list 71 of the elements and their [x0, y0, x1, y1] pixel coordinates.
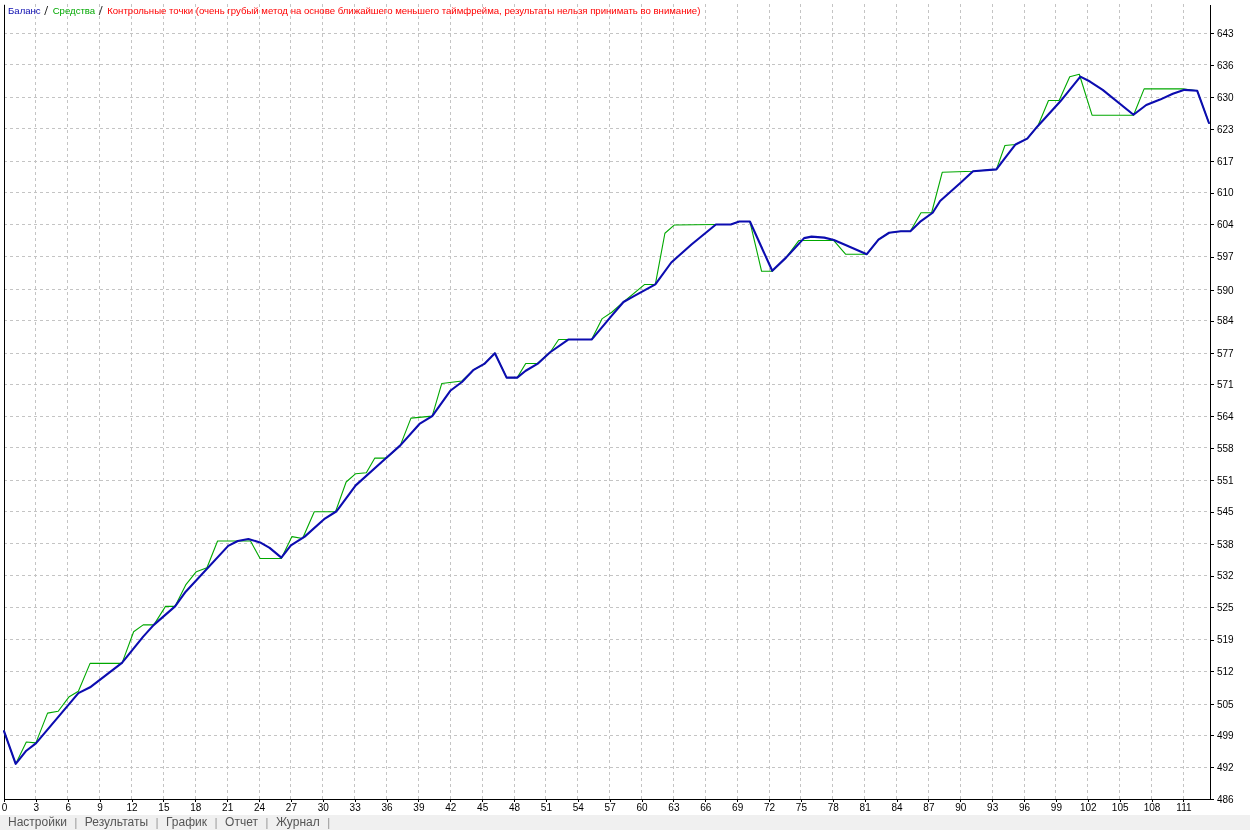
x-tick-label: 27 — [285, 802, 298, 814]
x-tick-label: 45 — [477, 802, 489, 814]
x-tick-label: 84 — [891, 802, 904, 814]
x-tick-label: 51 — [540, 802, 553, 814]
x-tick-label: 72 — [763, 802, 776, 814]
x-tick-label: 105 — [1111, 802, 1129, 814]
text: Отчет — [225, 815, 259, 829]
x-tick-label: 48 — [508, 802, 521, 814]
y-tick-label: 617 — [1217, 155, 1235, 167]
y-tick-label: 512 — [1217, 665, 1235, 677]
y-tick-label: 584 — [1217, 315, 1235, 327]
x-tick-label: 81 — [859, 802, 872, 814]
y-tick-label: 643 — [1217, 27, 1235, 39]
y-tick-label: 597 — [1217, 251, 1235, 263]
x-tick-label: 24 — [253, 802, 266, 814]
x-tick-label: 12 — [126, 802, 139, 814]
x-tick-label: 69 — [732, 802, 744, 814]
x-tick-label: 21 — [222, 802, 234, 814]
annotation: Контрольные точки (очень грубый метод на основе ближайшего меньшего таймфрейма, результаты нельзя принимать во внимание) — [107, 5, 701, 16]
y-tick-label: 636 — [1217, 59, 1235, 71]
x-tick-label: 111 — [1176, 802, 1192, 814]
x-tick-label: 75 — [795, 802, 808, 814]
y-tick-label: 532 — [1217, 570, 1235, 582]
x-tick-label: 87 — [923, 802, 935, 814]
text: Журнал — [275, 815, 320, 829]
text: Баланс — [8, 5, 41, 16]
y-tick-label: 590 — [1217, 284, 1235, 296]
x-tick-label: 54 — [572, 802, 585, 814]
y-tick-label: 538 — [1217, 538, 1235, 550]
x-tick-label: 42 — [445, 802, 457, 814]
y-tick-label: 486 — [1217, 793, 1235, 805]
y-tick-label: 571 — [1217, 379, 1235, 391]
x-tick-label: 9 — [97, 802, 104, 814]
y-tick-label: 519 — [1217, 634, 1235, 646]
x-tick-label: 33 — [349, 802, 362, 814]
y-tick-label: 545 — [1217, 506, 1235, 518]
x-tick-label: 99 — [1050, 802, 1063, 814]
x-tick-label: 102 — [1079, 802, 1098, 814]
y-tick-label: 564 — [1217, 410, 1235, 422]
x-tick-label: 15 — [158, 802, 170, 814]
y-tick-label: 577 — [1217, 347, 1235, 359]
x-tick-label: 30 — [317, 802, 330, 814]
y-tick-label: 558 — [1217, 442, 1235, 454]
text: График — [166, 815, 208, 829]
x-tick-label: 63 — [668, 802, 680, 814]
y-tick-label: 551 — [1217, 474, 1235, 486]
x-tick-label: 57 — [604, 802, 617, 814]
x-tick-label: 96 — [1018, 802, 1031, 814]
y-tick-label: 610 — [1217, 187, 1235, 199]
text: Настройки — [8, 815, 67, 829]
x-tick-label: 90 — [955, 802, 967, 814]
y-tick-label: 492 — [1217, 762, 1235, 773]
text: Результаты — [84, 815, 149, 829]
x-tick-label: 93 — [987, 802, 999, 814]
x-tick-label: 78 — [827, 802, 840, 814]
x-tick-label: 66 — [700, 802, 712, 814]
x-tick-label: 18 — [190, 802, 202, 814]
x-tick-label: 6 — [65, 802, 72, 814]
x-tick-label: 108 — [1143, 802, 1161, 814]
y-tick-label: 525 — [1217, 602, 1235, 614]
y-tick-label: 630 — [1217, 91, 1235, 103]
y-tick-label: 505 — [1217, 699, 1235, 711]
text: Средства — [52, 5, 96, 16]
y-tick-label: 604 — [1217, 219, 1235, 231]
x-tick-label: 60 — [636, 802, 649, 814]
x-tick-label: 39 — [413, 802, 425, 814]
x-tick-label: 3 — [33, 802, 40, 814]
x-tick-label: 36 — [381, 802, 394, 814]
y-tick-label: 499 — [1217, 729, 1235, 741]
x-tick-label: 0 — [1, 802, 8, 814]
y-tick-label: 623 — [1217, 123, 1235, 135]
